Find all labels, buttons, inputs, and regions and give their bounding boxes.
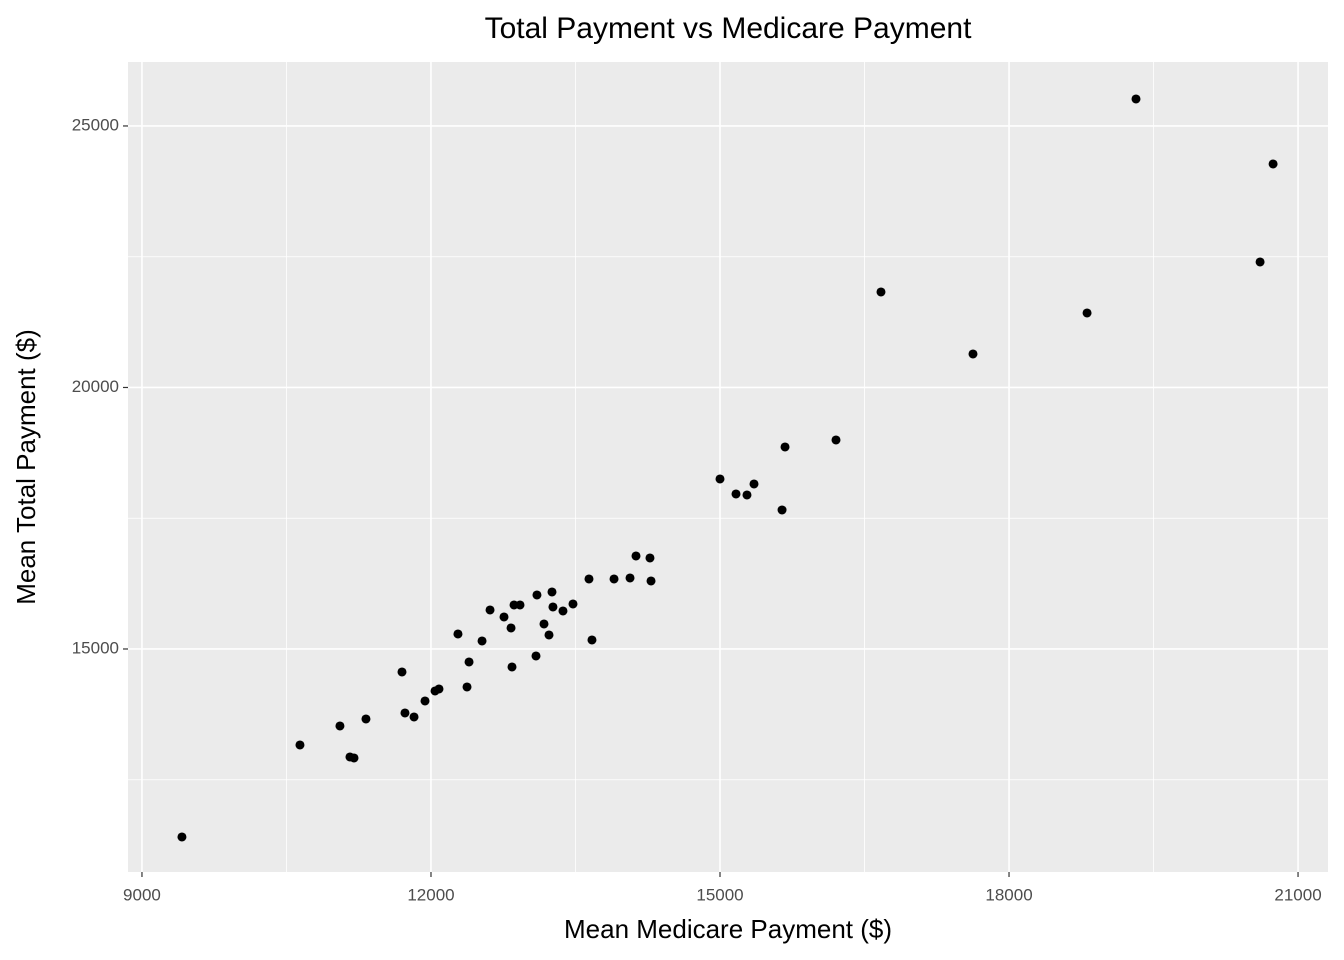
point [485,605,495,615]
y-axis-title: Mean Total Payment ($) [11,329,41,605]
point [584,574,594,584]
point [715,474,725,484]
point [507,662,517,672]
point [831,435,841,445]
point [453,629,463,639]
point [515,600,525,610]
point [462,682,472,692]
point [780,442,790,452]
point [506,623,516,633]
x-axis-title: Mean Medicare Payment ($) [564,914,892,944]
point [645,553,655,563]
point [646,576,656,586]
point [400,708,410,718]
point [397,667,407,677]
point [539,619,549,629]
point [587,635,597,645]
point [609,574,619,584]
point [499,612,509,622]
y-tick-label: 15000 [72,638,119,657]
point [631,551,641,561]
point [548,602,558,612]
point [568,599,578,609]
point [547,587,557,597]
point [742,490,752,500]
point [420,696,430,706]
point [1082,308,1092,318]
point [1255,257,1265,267]
x-tick-label: 18000 [985,885,1032,904]
y-tick-label: 20000 [72,377,119,396]
point [544,630,554,640]
point [731,489,741,499]
point [876,287,886,297]
point [558,606,568,616]
point [477,636,487,646]
point [177,832,187,842]
point [1268,159,1278,169]
chart-title: Total Payment vs Medicare Payment [485,12,973,45]
point [361,714,371,724]
point [777,505,787,515]
y-tick-label: 25000 [72,115,119,134]
plot-background [128,62,1328,872]
x-tick-label: 21000 [1274,885,1321,904]
point [749,479,759,489]
point [968,349,978,359]
x-tick-label: 15000 [696,885,743,904]
point [295,740,305,750]
point [409,712,419,722]
point [531,651,541,661]
point [625,573,635,583]
point [335,721,345,731]
point [464,657,474,667]
point [434,684,444,694]
x-tick-label: 9000 [123,885,161,904]
x-tick-label: 12000 [407,885,454,904]
point [1131,94,1141,104]
point [349,753,359,763]
point [532,590,542,600]
